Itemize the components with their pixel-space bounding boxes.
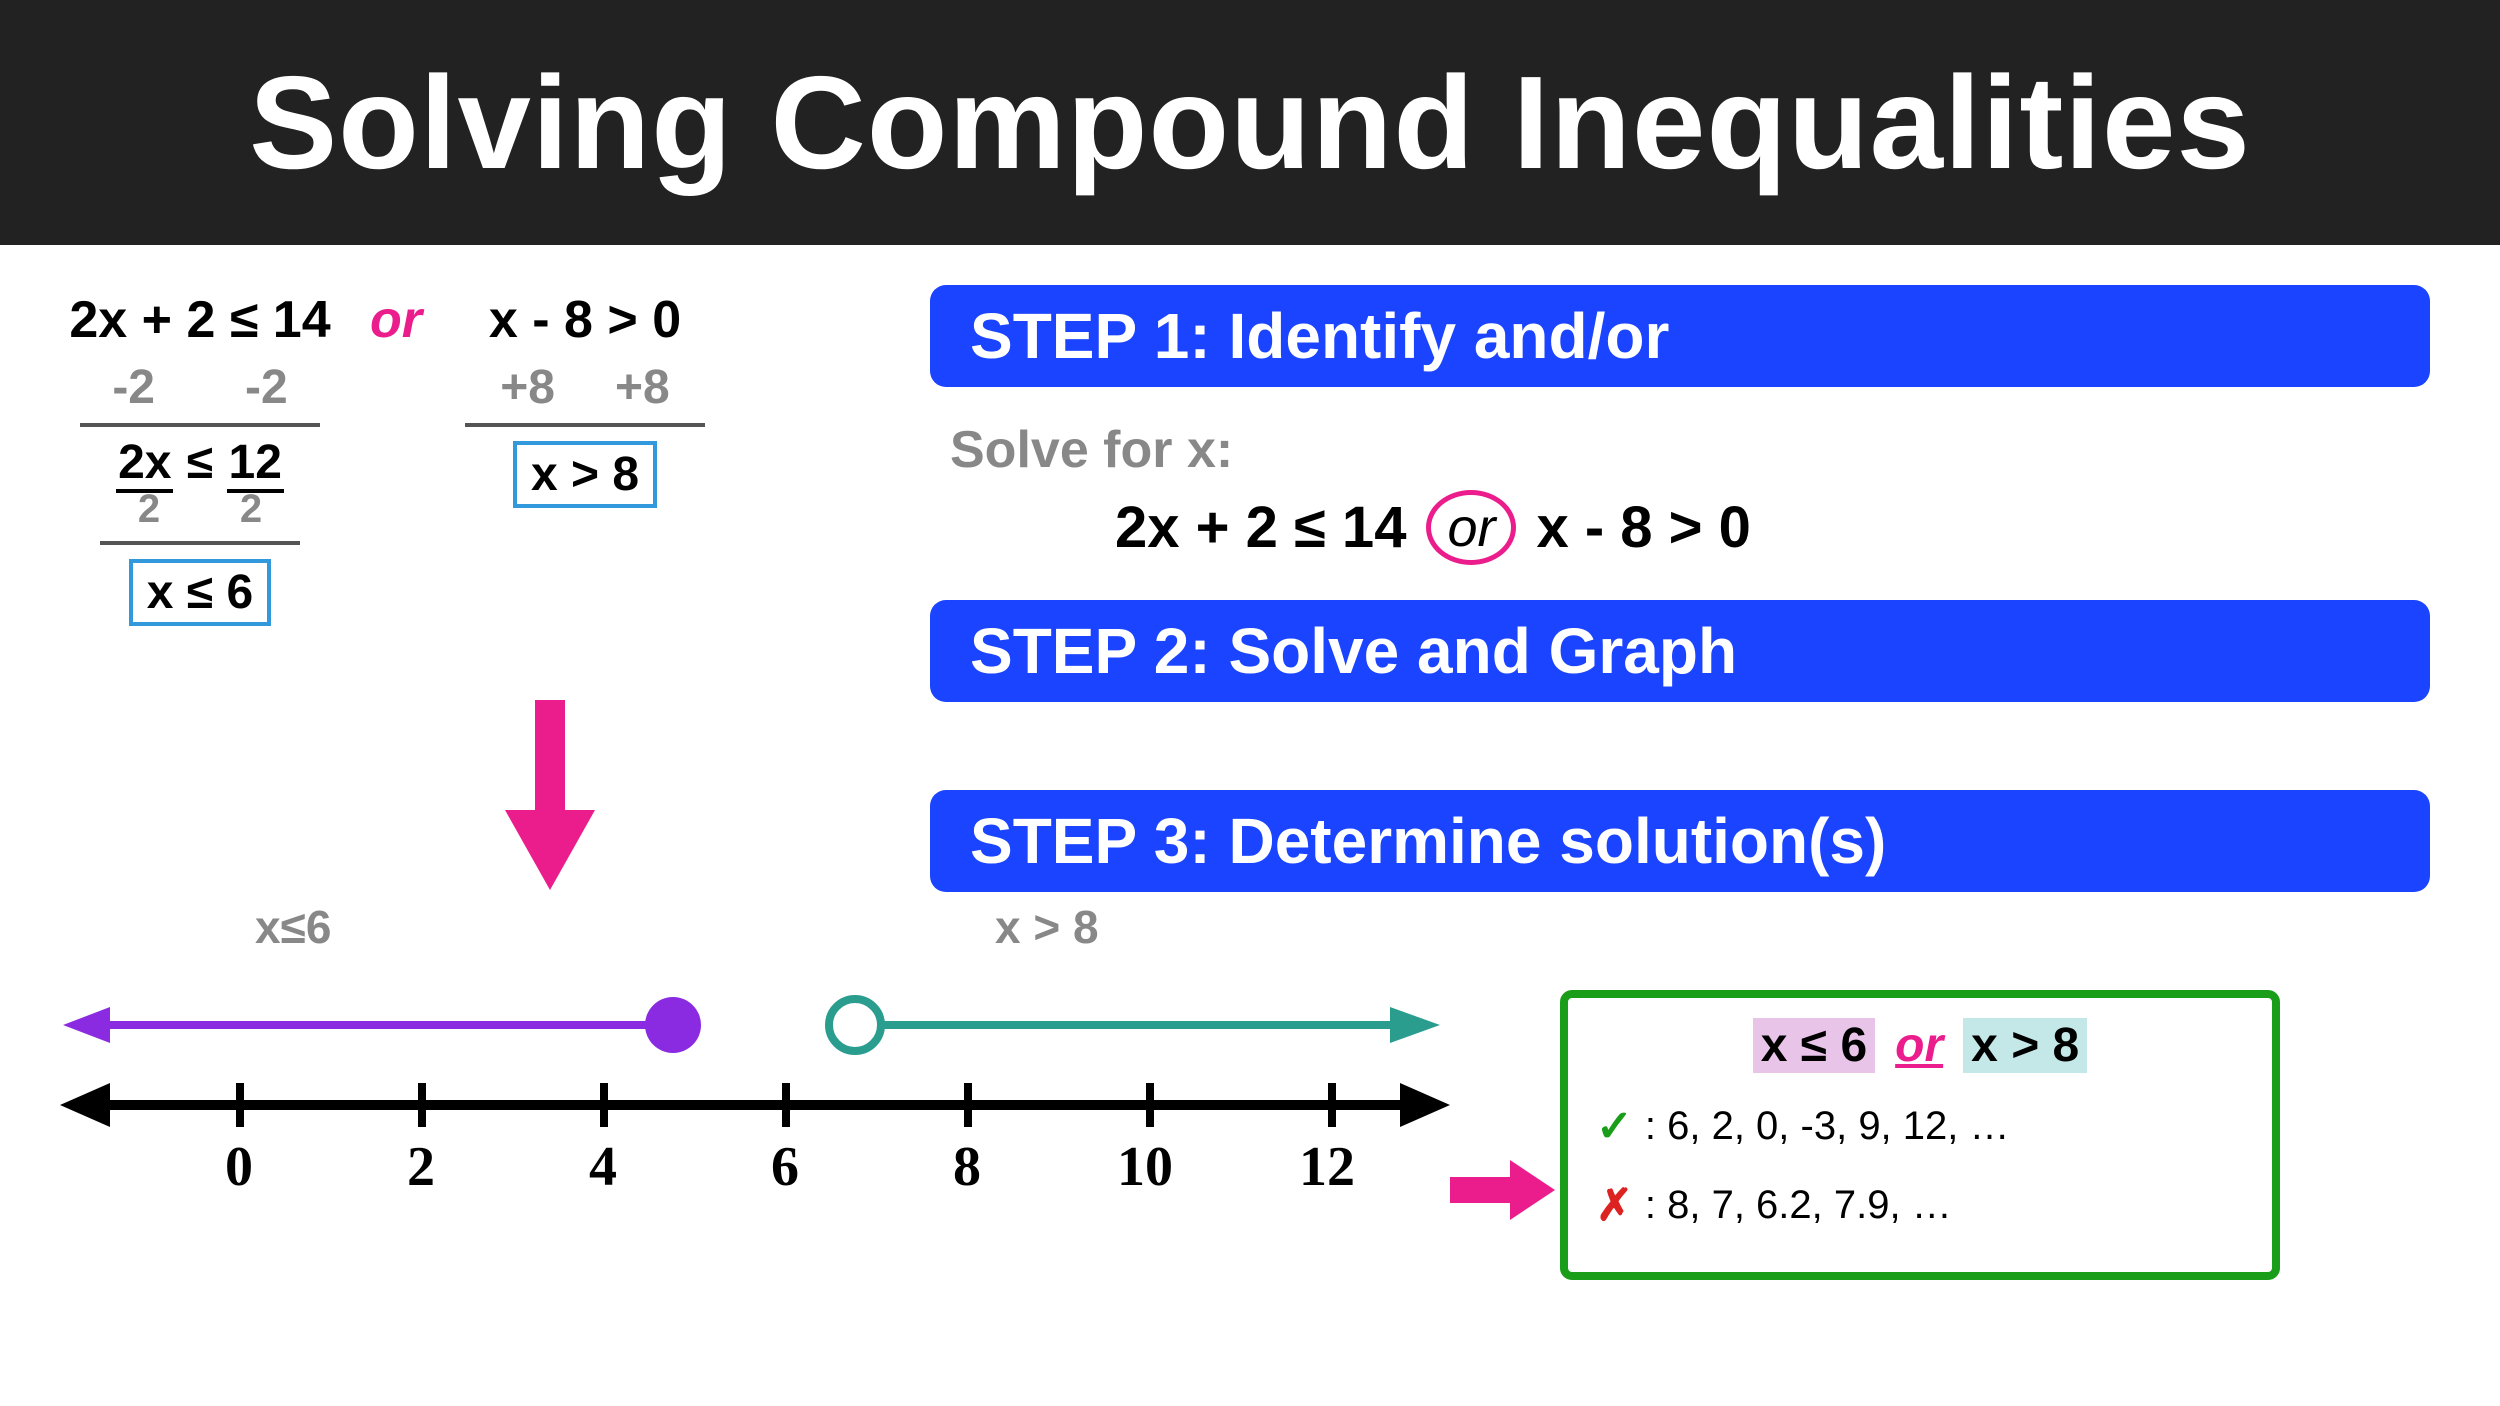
- tick-0: 0: [225, 1135, 253, 1199]
- bar-a1: [80, 423, 320, 427]
- inequality-b: x - 8 > 0: [455, 290, 715, 350]
- problem-a: 2x + 2 ≤ 14: [1115, 494, 1406, 561]
- inequality-a: 2x + 2 ≤ 14: [60, 290, 340, 350]
- down-arrow-icon: [500, 700, 600, 900]
- solve-for-label: Solve for x:: [950, 420, 1233, 480]
- sol-a: x ≤ 6: [1753, 1018, 1875, 1073]
- or-connector: or: [370, 290, 422, 350]
- add-step-b: +8+8: [455, 360, 715, 415]
- number-line-svg: [55, 975, 1455, 1255]
- page-title: Solving Compound Inequalities: [249, 47, 2251, 198]
- bar-a2: [100, 541, 300, 545]
- tick-2: 2: [407, 1135, 435, 1199]
- result-a-box: x ≤ 6: [60, 559, 340, 626]
- valid-examples: ✓ : 6, 2, 0, -3, 9, 12, …: [1596, 1101, 2244, 1152]
- result-b-box: x > 8: [455, 441, 715, 508]
- nl-label-left: x≤6: [255, 900, 331, 954]
- tick-10: 10: [1117, 1135, 1173, 1199]
- tick-8: 8: [953, 1135, 981, 1199]
- step-2-box: STEP 2: Solve and Graph: [930, 600, 2430, 702]
- step-1-box: STEP 1: Identify and/or: [930, 285, 2430, 387]
- step-3-box: STEP 3: Determine solution(s): [930, 790, 2430, 892]
- intermediate-a: 2x ≤ 1222: [60, 439, 340, 529]
- right-arrow-icon: [1450, 1155, 1560, 1225]
- solution-answer: x ≤ 6 or x > 8: [1596, 1018, 2244, 1073]
- invalid-examples: ✗ : 8, 7, 6.2, 7.9, …: [1596, 1180, 2244, 1231]
- work-column-b: x - 8 > 0 +8+8 x > 8: [455, 290, 715, 508]
- subtract-step-a: -2-2: [60, 360, 340, 415]
- tick-12: 12: [1299, 1135, 1355, 1199]
- cross-icon: ✗: [1596, 1180, 1633, 1231]
- number-line: x≤6 x > 8 0 2 4 6 8 10: [55, 975, 1455, 1260]
- content-area: 2x + 2 ≤ 14 -2-2 2x ≤ 1222 x ≤ 6 or x - …: [0, 245, 2500, 1406]
- check-icon: ✓: [1596, 1101, 1633, 1152]
- header-bar: Solving Compound Inequalities: [0, 0, 2500, 245]
- tick-6: 6: [771, 1135, 799, 1199]
- sol-or: or: [1895, 1018, 1943, 1073]
- bar-b1: [465, 423, 705, 427]
- or-circle-icon: or: [1426, 490, 1516, 565]
- work-column-a: 2x + 2 ≤ 14 -2-2 2x ≤ 1222 x ≤ 6: [60, 290, 340, 626]
- sol-b: x > 8: [1963, 1018, 2087, 1073]
- problem-statement: 2x + 2 ≤ 14 or x - 8 > 0: [1115, 490, 1751, 565]
- problem-b: x - 8 > 0: [1536, 494, 1750, 561]
- tick-4: 4: [589, 1135, 617, 1199]
- solution-box: x ≤ 6 or x > 8 ✓ : 6, 2, 0, -3, 9, 12, ……: [1560, 990, 2280, 1280]
- nl-label-right: x > 8: [995, 900, 1099, 954]
